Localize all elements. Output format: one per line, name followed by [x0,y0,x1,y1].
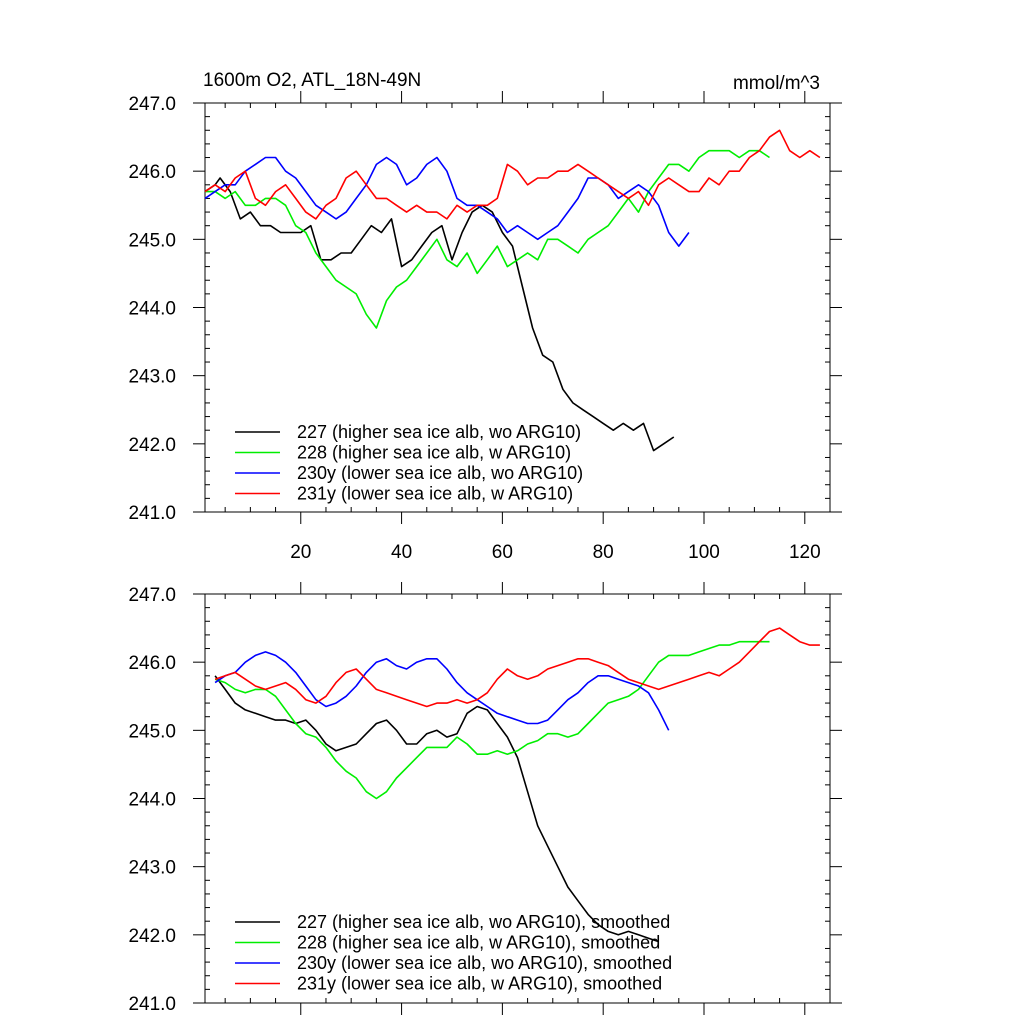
y-tick-label: 241.0 [128,503,176,524]
legend-label-3: 231y (lower sea ice alb, w ARG10) [297,484,573,504]
y-tick-label: 242.0 [128,926,176,947]
y-tick-label: 243.0 [128,367,176,388]
series-line-1 [214,640,770,800]
units-label: mmol/m^3 [733,73,820,94]
y-tick-label: 241.0 [128,994,176,1015]
y-tick-label: 245.0 [128,230,176,251]
series-line-1 [205,149,770,329]
chart-title: 1600m O2, ATL_18N-49N [203,70,421,91]
legend-label-0: 227 (higher sea ice alb, wo ARG10) [297,422,581,442]
y-tick-label: 247.0 [128,585,176,606]
x-tick-label: 100 [688,542,720,563]
y-tick-label: 247.0 [128,94,176,115]
x-tick-label: 120 [789,542,821,563]
series-line-2 [214,651,670,731]
y-tick-label: 243.0 [128,858,176,879]
x-tick-label: 60 [492,542,513,563]
x-tick-label: 80 [593,542,614,563]
y-tick-label: 246.0 [128,162,176,183]
legend-label-2: 230y (lower sea ice alb, wo ARG10) [297,463,583,483]
y-tick-label: 244.0 [128,299,176,320]
x-tick-label: 40 [391,542,412,563]
series-line-3 [214,627,820,708]
x-tick-label: 20 [290,542,311,563]
y-tick-label: 246.0 [128,653,176,674]
bottom-panel: 241.0 242.0 243.0 244.0 245.0 246.0 247.0 227 (… [128,582,842,1015]
series-line-3 [204,129,821,220]
legend-label-3: 231y (lower sea ice alb, w ARG10), smoot… [297,974,662,994]
top-panel: 1600m O2, ATL_18N-49N mmol/m^3 20 40 60 80 100… [128,70,842,563]
series-line-0 [204,177,675,452]
y-tick-label: 245.0 [128,721,176,742]
legend-label-2: 230y (lower sea ice alb, wo ARG10), smoo… [297,953,672,973]
legend-label-1: 228 (higher sea ice alb, w ARG10) [297,443,571,463]
y-tick-label: 244.0 [128,790,176,811]
series-line-2 [204,156,690,247]
series-line-0 [214,675,659,943]
legend-label-1: 228 (higher sea ice alb, w ARG10), smoot… [297,933,660,953]
legend-label-0: 227 (higher sea ice alb, wo ARG10), smoo… [297,912,670,932]
y-tick-label: 242.0 [128,435,176,456]
